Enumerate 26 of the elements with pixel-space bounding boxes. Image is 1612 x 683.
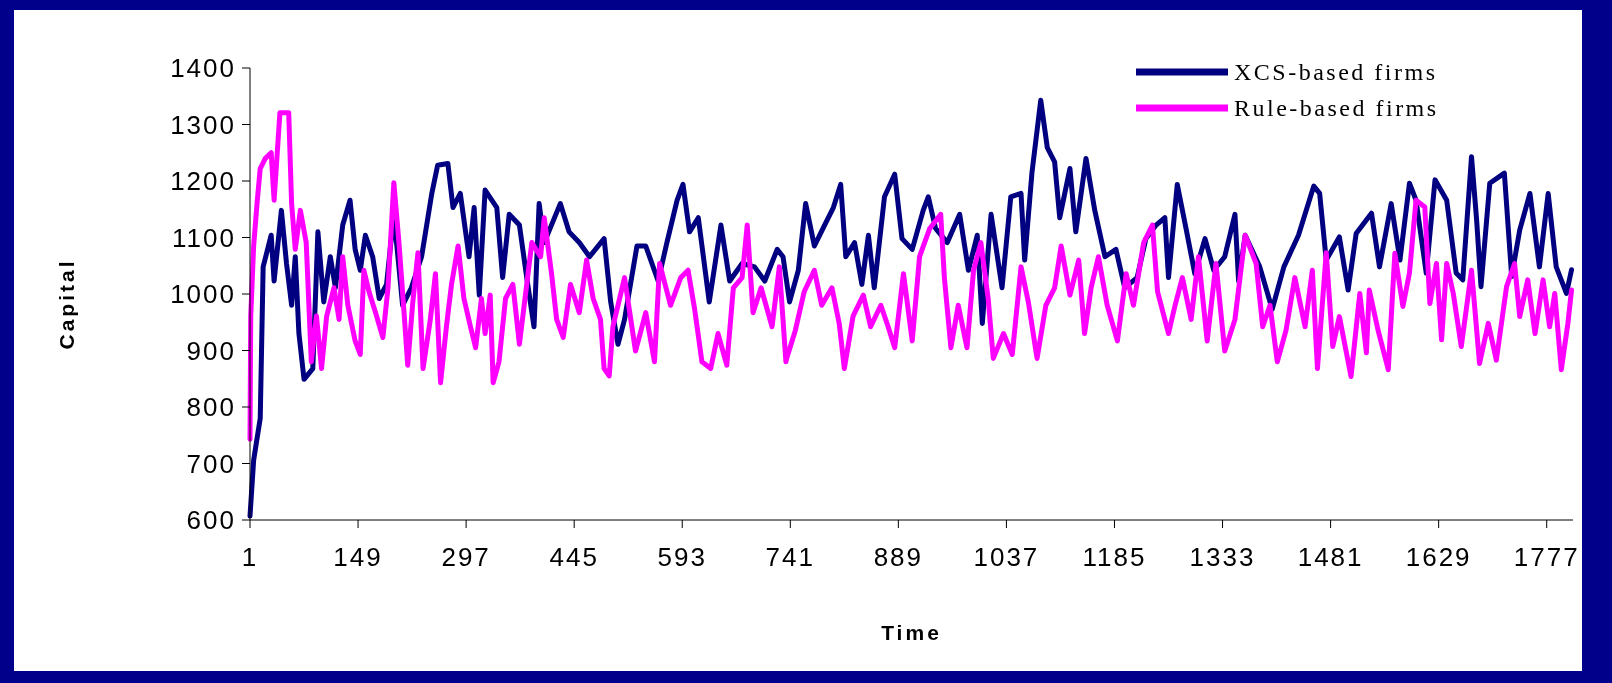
- x-tick-label: 593: [657, 542, 707, 572]
- x-tick-label: 1: [241, 542, 259, 572]
- y-tick-label: 1400: [170, 53, 236, 84]
- x-tick-label: 297: [441, 542, 491, 572]
- y-tick-label: 600: [186, 505, 236, 536]
- x-tick-label: 1629: [1405, 542, 1472, 572]
- x-axis-title: Time: [881, 621, 942, 644]
- x-tick-label: 1185: [1082, 542, 1147, 572]
- y-tick-label: 700: [186, 448, 236, 479]
- x-tick-label: 1037: [973, 542, 1040, 572]
- x-tick-label: 889: [873, 542, 924, 572]
- y-tick-label: 1100: [172, 222, 236, 253]
- y-tick-label: 1300: [170, 109, 236, 140]
- x-tick-label: 741: [765, 542, 815, 572]
- y-tick-label: 800: [186, 392, 236, 423]
- legend-label: Rule-based firms: [1234, 95, 1439, 122]
- legend-label: XCS-based firms: [1234, 59, 1438, 86]
- y-axis-title: Capital: [55, 258, 78, 350]
- x-tick-label: 1481: [1297, 542, 1364, 572]
- x-tick-label: 149: [333, 542, 383, 572]
- y-tick-label: 900: [186, 335, 236, 366]
- x-tick-label: 445: [549, 542, 599, 572]
- x-tick-label: 1777: [1513, 542, 1580, 572]
- y-tick-label: 1000: [170, 279, 236, 310]
- y-tick-label: 1200: [170, 166, 236, 197]
- x-tick-label: 1333: [1189, 542, 1256, 572]
